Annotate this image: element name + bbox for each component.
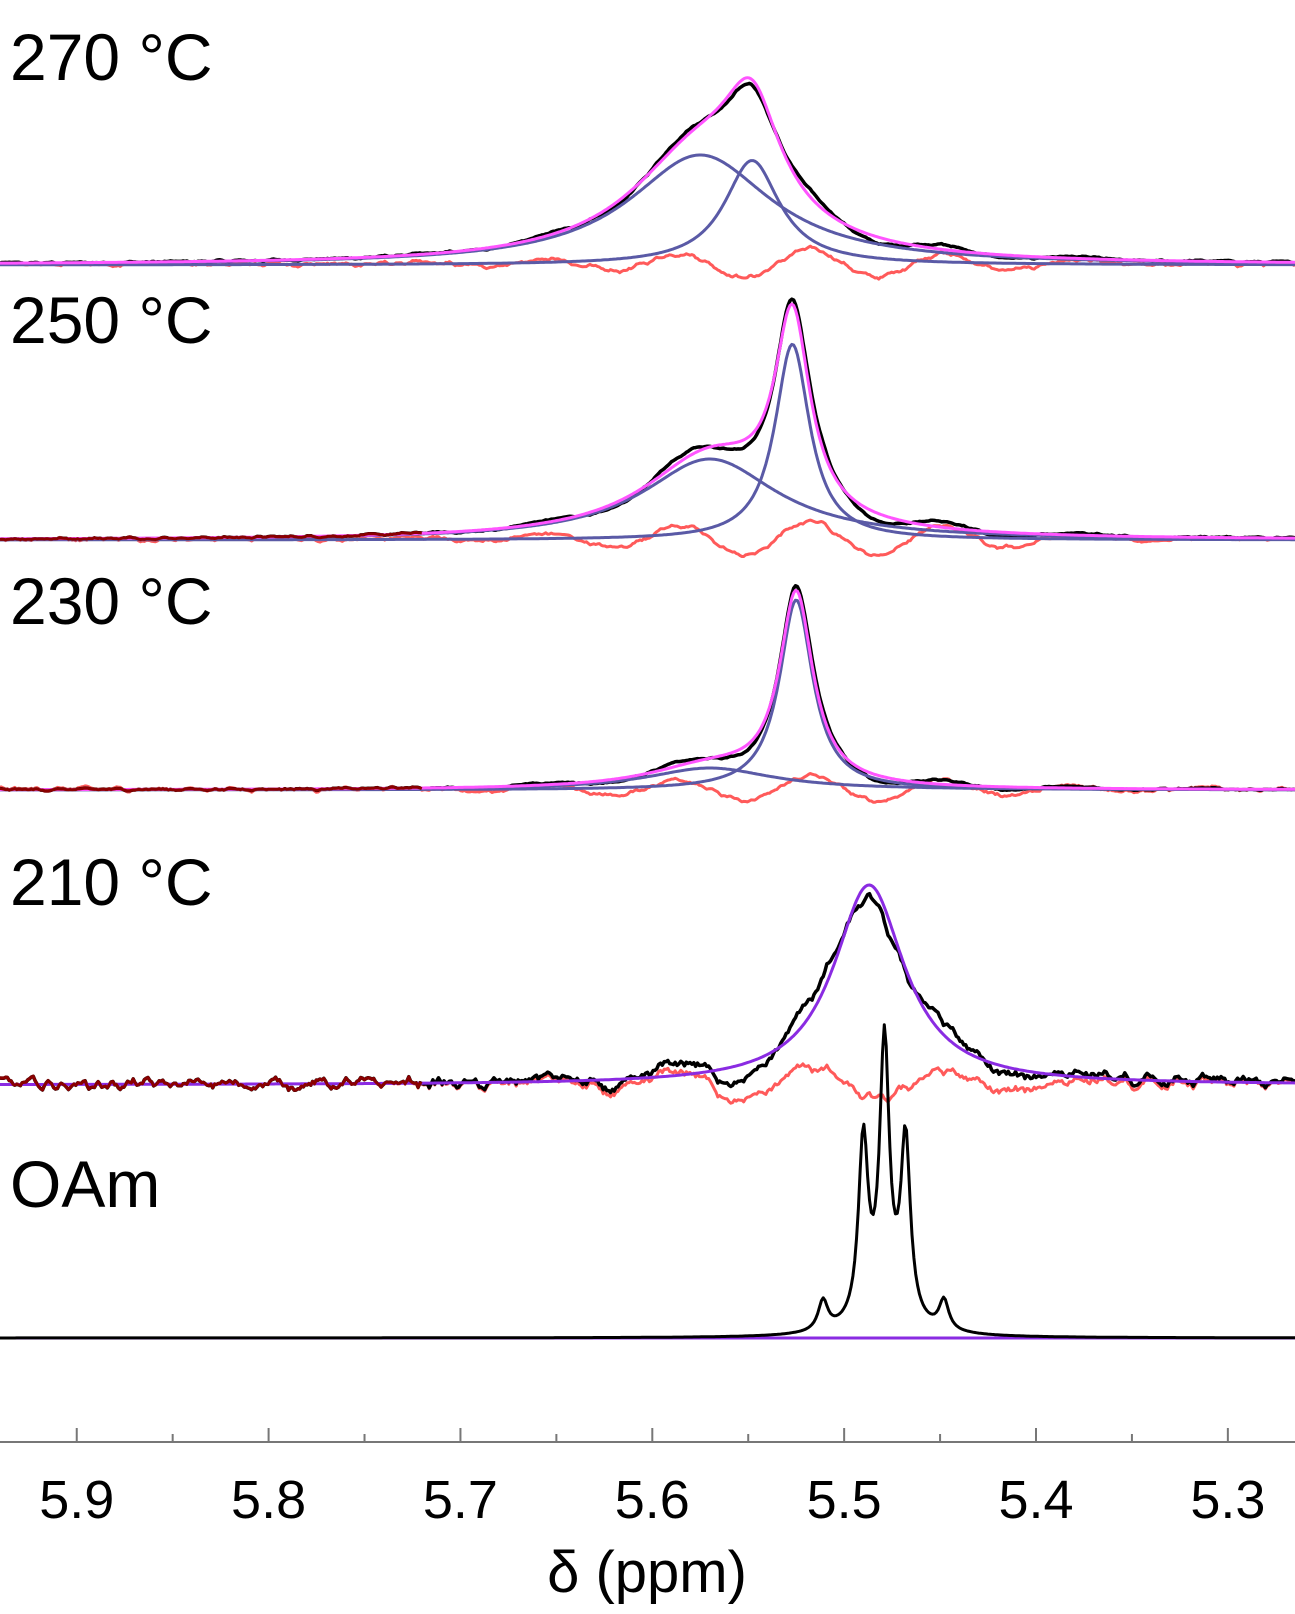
panel-label-250: 250 °C — [10, 283, 213, 357]
x-axis-title: δ (ppm) — [547, 1540, 747, 1605]
panel-labels: 270 °C 250 °C 230 °C 210 °C OAm — [10, 20, 213, 1221]
component-0 — [0, 153, 1295, 265]
x-axis-ticks: 5.9 5.8 5.7 5.6 5.5 5.4 5.3 — [39, 1428, 1265, 1530]
panel-label-230: 230 °C — [10, 564, 213, 638]
oam-spectrum — [0, 1023, 1295, 1340]
x-axis: 5.9 5.8 5.7 5.6 5.5 5.4 5.3 δ (ppm) — [0, 1428, 1295, 1605]
panel-1 — [0, 297, 1295, 558]
fit-trace — [0, 76, 1295, 265]
panel-label-210: 210 °C — [10, 845, 213, 919]
spectrum-traces — [0, 76, 1295, 1340]
residual-overlap — [0, 1074, 423, 1092]
x-tick-label: 5.7 — [423, 1470, 498, 1530]
component-1 — [0, 159, 1295, 267]
x-tick-label: 5.3 — [1190, 1470, 1265, 1530]
x-tick-label: 5.8 — [231, 1470, 306, 1530]
x-tick-label: 5.4 — [998, 1470, 1073, 1530]
residual-overlap — [0, 530, 422, 542]
panel-3 — [0, 883, 1295, 1105]
component-0 — [0, 457, 1295, 541]
x-tick-label: 5.5 — [807, 1470, 882, 1530]
panel-label-270: 270 °C — [10, 20, 213, 94]
x-tick-label: 5.6 — [615, 1470, 690, 1530]
panel-4 — [0, 1023, 1295, 1340]
panel-2 — [0, 584, 1295, 804]
panel-0 — [0, 76, 1295, 281]
data-trace — [0, 891, 1295, 1095]
panel-label-oam: OAm — [10, 1147, 160, 1221]
x-tick-label: 5.9 — [39, 1470, 114, 1530]
component-1 — [0, 342, 1295, 542]
residual-overlap — [0, 785, 423, 793]
